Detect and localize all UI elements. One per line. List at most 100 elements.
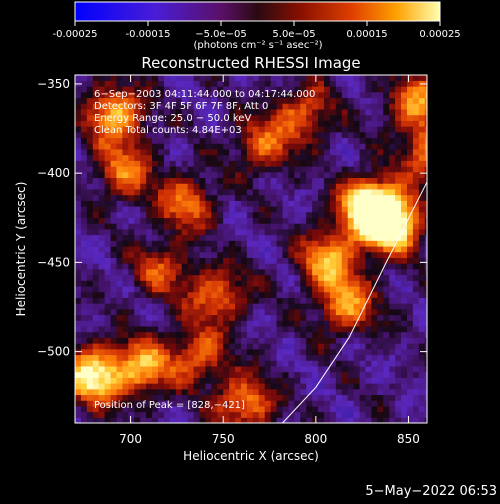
heatmap-cell	[152, 331, 159, 338]
heatmap-cell	[258, 143, 266, 150]
heatmap-cell	[401, 228, 408, 236]
heatmap-cell	[306, 400, 313, 407]
heatmap-cell	[169, 194, 177, 201]
heatmap-cell	[383, 285, 390, 293]
heatmap-cell	[110, 257, 118, 264]
heatmap-cell	[341, 80, 349, 87]
heatmap-cell	[264, 360, 272, 367]
heatmap-cell	[98, 200, 106, 207]
heatmap-cell	[312, 154, 319, 161]
heatmap-cell	[75, 371, 82, 378]
heatmap-cell	[193, 331, 201, 338]
heatmap-cell	[211, 371, 218, 378]
heatmap-cell	[412, 211, 420, 219]
heatmap-cell	[341, 388, 349, 396]
heatmap-cell	[323, 103, 331, 110]
heatmap-cell	[134, 320, 141, 327]
heatmap-cell	[264, 143, 272, 150]
heatmap-cell	[157, 205, 165, 213]
heatmap-cell	[98, 337, 106, 344]
heatmap-cell	[300, 394, 307, 401]
heatmap-cell	[181, 400, 189, 407]
heatmap-cell	[270, 131, 278, 139]
heatmap-cell	[134, 91, 141, 99]
heatmap-cell	[152, 223, 159, 230]
heatmap-cell	[205, 291, 212, 298]
heatmap-cell	[270, 371, 278, 378]
heatmap-cell	[371, 331, 378, 338]
heatmap-cell	[341, 320, 349, 327]
heatmap-cell	[353, 360, 361, 367]
info-line: Clean Total counts: 4.84E+03	[94, 125, 242, 136]
heatmap-cell	[258, 285, 266, 293]
heatmap-cell	[205, 388, 212, 396]
heatmap-cell	[282, 348, 290, 356]
heatmap-cell	[240, 297, 248, 304]
heatmap-cell	[371, 308, 378, 316]
heatmap-cell	[175, 75, 183, 81]
heatmap-cell	[371, 348, 378, 356]
heatmap-cell	[282, 154, 290, 161]
heatmap-cell	[80, 137, 88, 144]
heatmap-cell	[282, 308, 290, 316]
heatmap-cell	[377, 314, 384, 321]
heatmap-cell	[323, 126, 331, 133]
heatmap-cell	[169, 183, 177, 190]
heatmap-cell	[288, 257, 295, 264]
heatmap-cell	[424, 200, 427, 207]
heatmap-cell	[175, 120, 183, 127]
heatmap-cell	[424, 171, 427, 179]
heatmap-cell	[229, 148, 236, 156]
heatmap-cell	[406, 314, 414, 321]
heatmap-cell	[116, 211, 124, 219]
heatmap-cell	[116, 86, 124, 93]
heatmap-cell	[187, 171, 195, 179]
heatmap-cell	[92, 188, 100, 196]
heatmap-cell	[418, 343, 426, 350]
heatmap-cell	[134, 377, 141, 384]
heatmap-cell	[157, 354, 165, 361]
heatmap-cell	[294, 131, 301, 139]
heatmap-cell	[347, 108, 355, 116]
heatmap-cell	[389, 137, 396, 144]
heatmap-cell	[240, 177, 248, 184]
heatmap-cell	[140, 297, 147, 304]
heatmap-cell	[86, 251, 94, 258]
heatmap-cell	[86, 337, 94, 344]
heatmap-cell	[229, 308, 236, 316]
heatmap-cell	[401, 377, 408, 384]
heatmap-cell	[146, 314, 153, 321]
heatmap-cell	[371, 211, 378, 219]
heatmap-cell	[92, 160, 100, 167]
heatmap-cell	[318, 297, 325, 304]
heatmap-cell	[318, 285, 325, 293]
heatmap-cell	[146, 411, 153, 418]
heatmap-cell	[110, 343, 118, 350]
heatmap-cell	[270, 411, 278, 418]
heatmap-cell	[152, 268, 159, 276]
heatmap-cell	[134, 143, 141, 150]
heatmap-cell	[246, 188, 254, 196]
heatmap-cell	[312, 228, 319, 236]
heatmap-cell	[318, 257, 325, 264]
heatmap-cell	[329, 97, 337, 104]
heatmap-cell	[110, 137, 118, 144]
heatmap-cell	[169, 291, 177, 298]
heatmap-cell	[258, 91, 266, 99]
heatmap-cell	[199, 417, 207, 423]
heatmap-cell	[318, 194, 325, 201]
heatmap-cell	[235, 234, 242, 241]
heatmap-cell	[211, 388, 218, 396]
heatmap-cell	[252, 285, 260, 293]
heatmap-cell	[223, 183, 230, 190]
heatmap-cell	[353, 371, 361, 378]
heatmap-cell	[353, 411, 361, 418]
heatmap-cell	[412, 377, 420, 384]
heatmap-cell	[163, 148, 171, 156]
heatmap-cell	[306, 108, 313, 116]
heatmap-cell	[187, 188, 195, 196]
heatmap-cell	[205, 325, 212, 333]
heatmap-cell	[395, 268, 402, 276]
heatmap-cell	[383, 308, 390, 316]
heatmap-cell	[264, 160, 272, 167]
